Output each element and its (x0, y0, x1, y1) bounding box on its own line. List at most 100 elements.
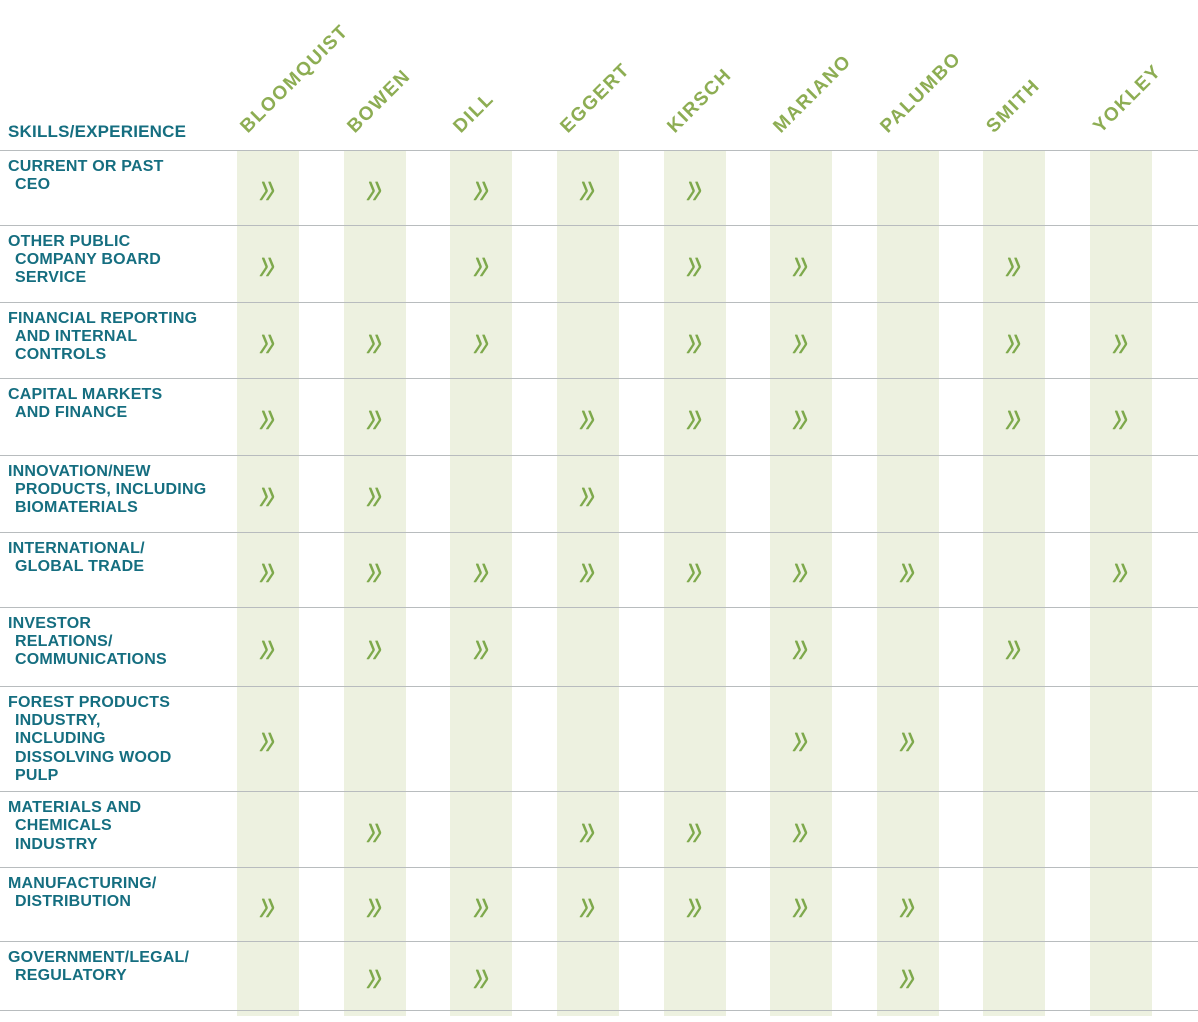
row-cells: » » » (215, 456, 1174, 532)
row-cells: » » » » » » » (215, 303, 1174, 378)
table-row: CURRENT OR PAST CEO » » » » » (0, 150, 1198, 225)
double-chevron-check-icon: » (683, 542, 706, 596)
row-label: INVESTOR RELATIONS/ COMMUNICATIONS (8, 615, 167, 669)
double-chevron-check-icon: » (470, 542, 493, 596)
matrix-cell (641, 456, 748, 532)
double-chevron-check-icon: » (790, 236, 813, 290)
column-band (641, 150, 748, 1016)
row-label: GOVERNMENT/LEGAL/ REGULATORY (8, 949, 190, 985)
double-chevron-check-icon: » (363, 389, 387, 443)
matrix-cell: » (748, 792, 855, 867)
matrix-cell: » (322, 792, 429, 867)
matrix-cell: » (428, 942, 535, 1010)
double-chevron-check-icon: » (1003, 619, 1026, 673)
double-chevron-check-icon: » (790, 711, 813, 765)
column-band-fill (983, 150, 1046, 1016)
matrix-cell: » (215, 303, 322, 378)
row-cells: » » » » » (215, 608, 1174, 686)
matrix-cell (748, 942, 855, 1010)
double-chevron-check-icon: » (470, 948, 493, 1002)
double-chevron-check-icon: » (683, 313, 706, 366)
double-chevron-check-icon: » (576, 389, 600, 443)
column-band-fill (237, 150, 300, 1016)
matrix-cell (641, 687, 748, 791)
double-chevron-check-icon: » (1003, 236, 1026, 290)
matrix-cell: » (1068, 379, 1175, 455)
matrix-cell (322, 226, 429, 302)
double-chevron-check-icon: » (1109, 313, 1132, 366)
matrix-cell: » (641, 533, 748, 607)
double-chevron-check-icon: » (576, 877, 600, 931)
matrix-cell: » (322, 379, 429, 455)
matrix-cell: » (641, 792, 748, 867)
table-row: INTERNATIONAL/ GLOBAL TRADE » » » » » » » » (0, 532, 1198, 607)
matrix-cell (1068, 942, 1175, 1010)
matrix-cell (961, 942, 1068, 1010)
matrix-cell (854, 151, 961, 225)
matrix-cell (961, 868, 1068, 941)
column-header-bowen: BOWEN (343, 65, 415, 138)
column-header-kirsch: KIRSCH (662, 64, 736, 138)
matrix-cell (1068, 868, 1175, 941)
double-chevron-check-icon: » (363, 542, 387, 596)
matrix-cell: » (641, 151, 748, 225)
table-row: INNOVATION/NEW PRODUCTS, INCLUDING BIOMA… (0, 455, 1198, 532)
matrix-cell (535, 608, 642, 686)
table-row: FOREST PRODUCTS INDUSTRY, INCLUDING DISS… (0, 686, 1198, 791)
double-chevron-check-icon: » (1003, 389, 1026, 443)
double-chevron-check-icon: » (363, 948, 387, 1002)
matrix-cell (428, 456, 535, 532)
matrix-cell: » (748, 533, 855, 607)
matrix-cell: » (854, 533, 961, 607)
matrix-cell: » (854, 868, 961, 941)
row-label: FINANCIAL REPORTING AND INTERNAL CONTROL… (8, 310, 198, 364)
row-cells: » » » » » » » (215, 868, 1174, 941)
matrix-header: SKILLS/EXPERIENCE BLOOMQUIST BOWEN DILL EGG… (0, 0, 1198, 150)
matrix-cell (1068, 456, 1175, 532)
double-chevron-check-icon: » (363, 313, 387, 366)
matrix-cell: » (748, 303, 855, 378)
row-label: INTERNATIONAL/ GLOBAL TRADE (8, 540, 145, 576)
matrix-cell: » (535, 792, 642, 867)
double-chevron-check-icon: » (1003, 313, 1026, 366)
row-cells: » » » » » (215, 151, 1174, 225)
matrix-cell (215, 942, 322, 1010)
matrix-cell: » (215, 533, 322, 607)
table-row: FINANCIAL REPORTING AND INTERNAL CONTROL… (0, 302, 1198, 378)
matrix-cell (428, 379, 535, 455)
double-chevron-check-icon: » (257, 313, 280, 366)
column-band (322, 150, 429, 1016)
matrix-cell: » (748, 608, 855, 686)
double-chevron-check-icon: » (363, 802, 387, 856)
matrix-cell: » (322, 151, 429, 225)
double-chevron-check-icon: » (470, 877, 493, 931)
double-chevron-check-icon: » (257, 877, 280, 931)
matrix-cell (641, 942, 748, 1010)
matrix-cell: » (641, 868, 748, 941)
matrix-cell (854, 608, 961, 686)
matrix-cell (961, 687, 1068, 791)
matrix-cell: » (215, 687, 322, 791)
matrix-cell: » (322, 942, 429, 1010)
row-cells: » » » (215, 942, 1174, 1010)
column-band (1068, 150, 1175, 1016)
matrix-cell: » (1068, 303, 1175, 378)
double-chevron-check-icon: » (790, 389, 813, 443)
row-cells: » » » (215, 687, 1174, 791)
matrix-cell (535, 942, 642, 1010)
matrix-cell (215, 792, 322, 867)
matrix-cell: » (748, 379, 855, 455)
column-header-dill: DILL (449, 88, 499, 138)
double-chevron-check-icon: » (790, 313, 813, 366)
matrix-cell: » (961, 303, 1068, 378)
column-header-eggert: EGGERT (556, 59, 635, 138)
double-chevron-check-icon: » (790, 542, 813, 596)
matrix-cell (1068, 792, 1175, 867)
double-chevron-check-icon: » (683, 802, 706, 856)
matrix-cell (961, 533, 1068, 607)
column-band-fill (450, 150, 513, 1016)
matrix-cell: » (322, 868, 429, 941)
matrix-cell (854, 456, 961, 532)
double-chevron-check-icon: » (470, 160, 493, 214)
matrix-cell: » (641, 226, 748, 302)
